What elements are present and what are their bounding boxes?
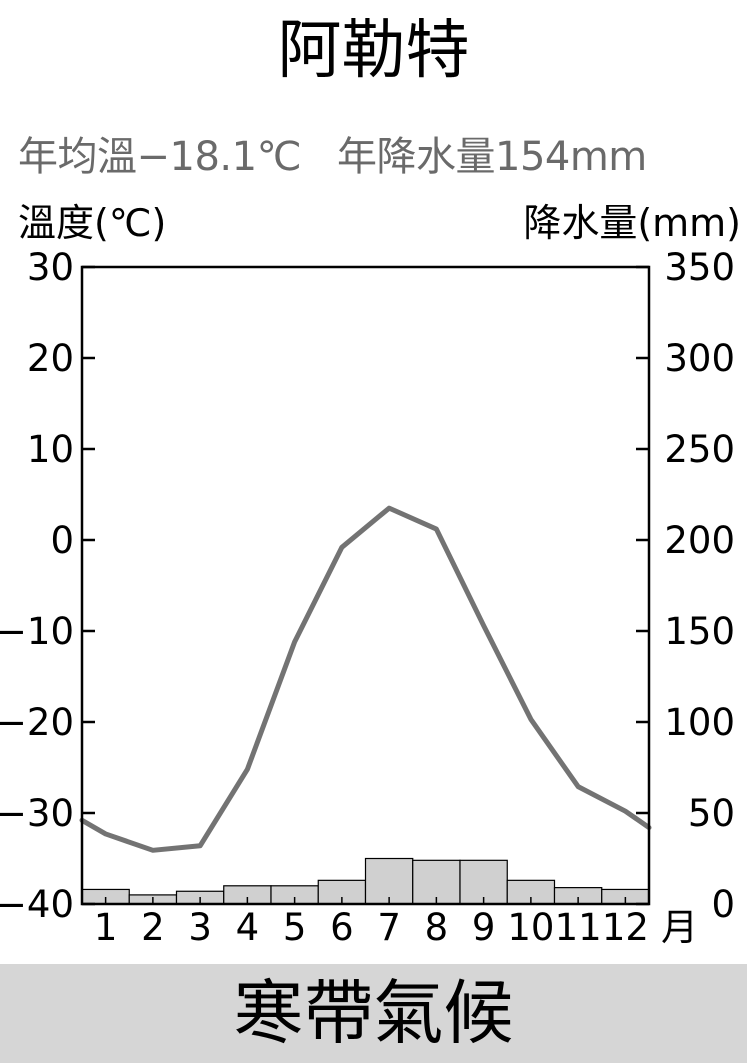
- precipitation-tick-label: 0: [711, 883, 735, 926]
- climate-chart: 3020100−10−20−30−40350300250200150100500…: [0, 246, 735, 949]
- plot-frame: [80, 265, 651, 906]
- month-label: 1: [94, 906, 118, 949]
- climate-type-label: 寒帶氣候: [233, 972, 514, 1054]
- month-label: 10: [507, 906, 554, 949]
- climate-type-band: 寒帶氣候: [0, 964, 747, 1063]
- temperature-tick-label: −10: [0, 610, 74, 653]
- precipitation-bar-8: [412, 859, 461, 905]
- temperature-tick-label: 0: [50, 519, 74, 562]
- temperature-line: [79, 505, 652, 853]
- temperature-tick-label: 30: [27, 246, 74, 289]
- precipitation-axis-label: 降水量(mm): [523, 201, 741, 245]
- month-label: 6: [330, 906, 354, 949]
- precipitation-tick-label: 300: [664, 337, 735, 380]
- precipitation-tick-label: 200: [664, 519, 735, 562]
- month-label: 12: [602, 906, 649, 949]
- annual-average-temperature: 年均溫−18.1℃: [18, 134, 302, 180]
- precipitation-tick-label: 250: [664, 428, 735, 471]
- temperature-tick-label: −20: [0, 701, 74, 744]
- precipitation-tick-label: 50: [688, 792, 735, 835]
- month-label: 8: [425, 906, 449, 949]
- precipitation-tick-label: 100: [664, 701, 735, 744]
- month-label: 3: [188, 906, 212, 949]
- month-label: 11: [555, 906, 602, 949]
- month-label: 5: [283, 906, 307, 949]
- month-label: 9: [472, 906, 496, 949]
- temperature-tick-label: 20: [27, 337, 74, 380]
- precipitation-tick-label: 150: [664, 610, 735, 653]
- month-label: 4: [236, 906, 260, 949]
- month-unit-label: 月: [661, 906, 698, 949]
- temperature-tick-label: −40: [0, 883, 74, 926]
- temperature-tick-label: 10: [27, 428, 74, 471]
- precipitation-tick-label: 350: [664, 246, 735, 289]
- temperature-tick-label: −30: [0, 792, 74, 835]
- climate-summary: 年均溫−18.1℃ 年降水量154mm: [18, 124, 647, 182]
- precipitation-bar-7: [364, 857, 414, 905]
- annual-precipitation: 年降水量154mm: [337, 134, 647, 180]
- station-title: 阿勒特: [277, 14, 470, 88]
- month-label: 2: [141, 906, 165, 949]
- temperature-axis-label: 溫度(℃): [18, 201, 167, 245]
- month-label: 7: [377, 906, 401, 949]
